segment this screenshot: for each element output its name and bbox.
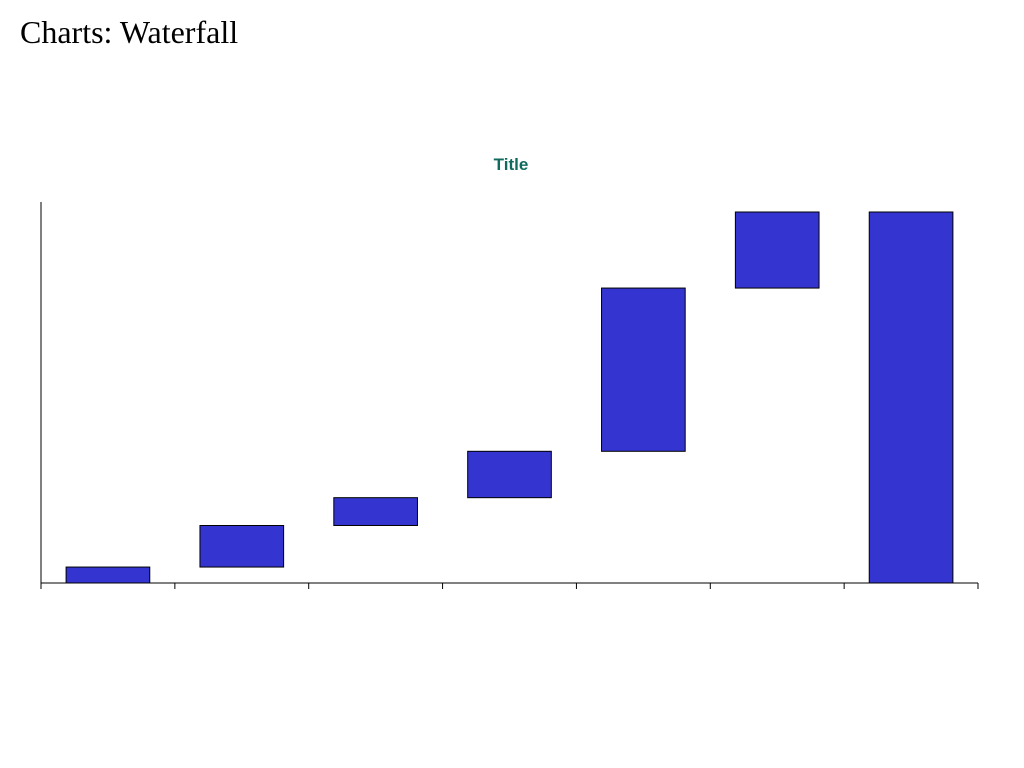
- waterfall-bar: [601, 287, 686, 452]
- waterfall-bar: [333, 497, 418, 526]
- page-title: Charts: Waterfall: [20, 14, 239, 50]
- axes-layer: [40, 202, 979, 589]
- bars-layer: [65, 211, 954, 584]
- waterfall-bar: [199, 525, 285, 568]
- waterfall-total-bar: [868, 211, 954, 584]
- chart-title: Title: [494, 155, 529, 174]
- waterfall-bar: [65, 566, 151, 584]
- waterfall-bar: [467, 450, 552, 499]
- waterfall-bar: [734, 211, 820, 289]
